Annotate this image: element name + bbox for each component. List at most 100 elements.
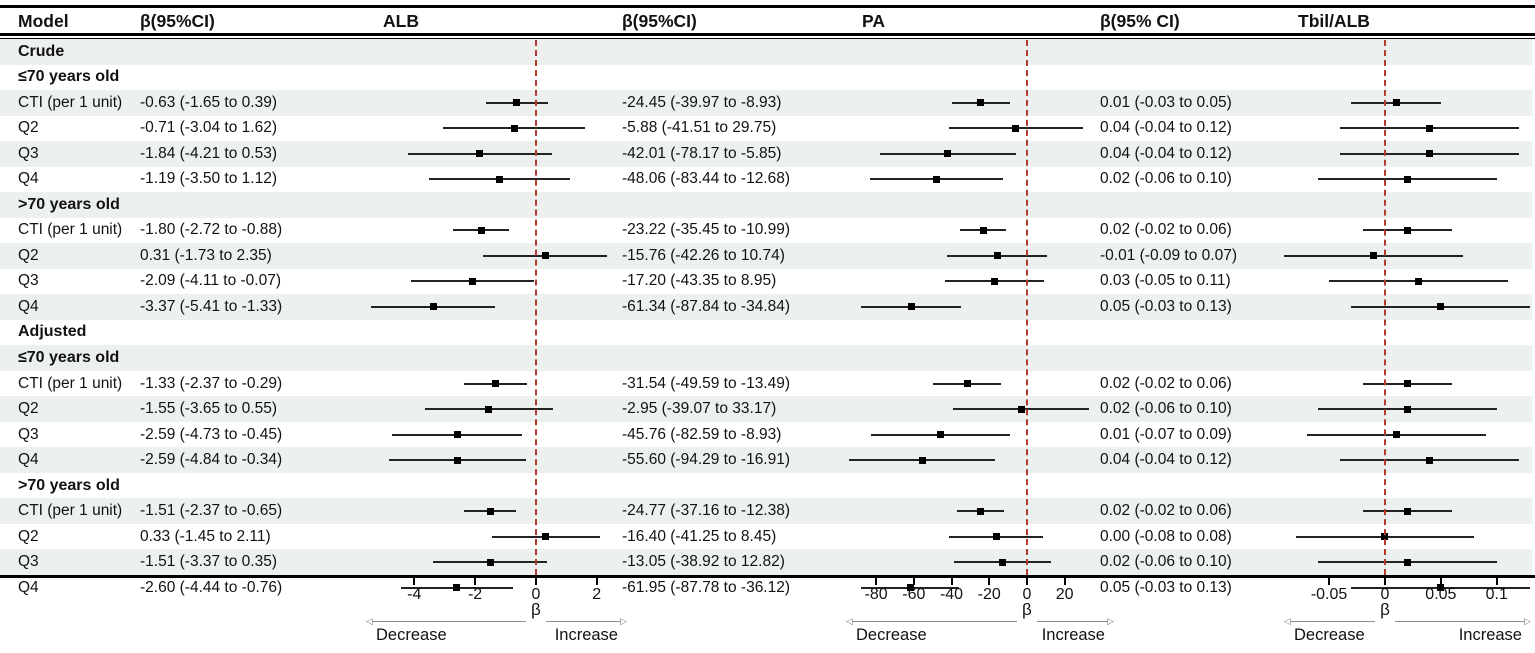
axis-tick-label-alb: 0 xyxy=(531,586,541,603)
axis-tick-alb xyxy=(413,578,416,585)
beta-ci-text-pa: -61.34 (-87.84 to -34.84) xyxy=(622,297,791,315)
increase-label-alb: Increase xyxy=(554,626,618,644)
beta-ci-text-alb: -1.19 (-3.50 to 1.12) xyxy=(140,170,277,188)
section-label: >70 years old xyxy=(18,476,120,494)
axis-tick-pa xyxy=(950,578,953,585)
beta-ci-text-pa: -2.95 (-39.07 to 33.17) xyxy=(622,400,777,418)
forest-marker-alb xyxy=(510,124,518,132)
forest-marker-pa xyxy=(1017,405,1025,413)
forest-marker-tbil xyxy=(1415,277,1422,285)
beta-ci-text-alb: -3.37 (-5.41 to -1.33) xyxy=(140,297,283,315)
section-label: >70 years old xyxy=(18,195,120,213)
forest-marker-tbil xyxy=(1403,175,1411,183)
forest-marker-alb xyxy=(542,533,550,541)
beta-ci-text-alb: -2.09 (-4.11 to -0.07) xyxy=(140,272,282,290)
forest-marker-pa xyxy=(993,252,1001,260)
axis-tick-alb xyxy=(595,578,598,585)
axis-tick-pa xyxy=(1025,578,1028,585)
table-bottom-border xyxy=(0,575,1535,578)
column-header-tbil-alb: Tbil/ALB xyxy=(1298,11,1370,31)
forest-marker-tbil xyxy=(1403,558,1411,566)
forest-marker-tbil xyxy=(1403,226,1411,234)
increase-label-tbil: Increase xyxy=(1458,626,1522,644)
beta-ci-text-pa: -15.76 (-42.26 to 10.74) xyxy=(622,246,785,264)
row-label: Q4 xyxy=(18,170,39,188)
column-header-pa: PA xyxy=(862,11,886,31)
table-row: Q2 -0.71 (-3.04 to 1.62) -5.88 (-41.51 to … xyxy=(0,116,1532,142)
section-label: Adjusted xyxy=(18,323,87,341)
section-label: Crude xyxy=(18,42,65,60)
beta-ci-text-alb: -1.51 (-2.37 to -0.65) xyxy=(140,502,283,520)
beta-ci-text-tbil: 0.04 (-0.04 to 0.12) xyxy=(1100,119,1232,137)
beta-ci-text-pa: -24.45 (-39.97 to -8.93) xyxy=(622,93,782,111)
row-label: CTI (per 1 unit) xyxy=(18,93,123,111)
forest-marker-alb xyxy=(453,456,461,464)
table-row: ≤70 years old xyxy=(0,345,1532,371)
forest-marker-alb xyxy=(429,303,437,311)
decrease-label-pa: Decrease xyxy=(856,626,927,644)
table-row: Crude xyxy=(0,39,1532,65)
forest-marker-alb xyxy=(468,277,476,285)
arrow-line-right-pa xyxy=(1036,621,1108,622)
axis-tick-tbil xyxy=(1495,578,1498,585)
axis-tick-alb xyxy=(474,578,477,585)
table-row: Q4 -3.37 (-5.41 to -1.33) -61.34 (-87.84 t… xyxy=(0,294,1532,320)
arrow-line-right-alb xyxy=(545,621,621,622)
beta-ci-text-pa: -55.60 (-94.29 to -16.91) xyxy=(622,451,791,469)
beta-ci-text-tbil: 0.02 (-0.02 to 0.06) xyxy=(1100,221,1232,239)
axis-tick-label-pa: -60 xyxy=(902,586,926,603)
axis-tick-label-tbil: 0.05 xyxy=(1425,586,1457,603)
table-row: Q3 -2.59 (-4.73 to -0.45) -45.76 (-82.59 t… xyxy=(0,422,1532,448)
table-row: CTI (per 1 unit) -0.63 (-1.65 to 0.39) -24… xyxy=(0,90,1532,116)
beta-ci-text-pa: -48.06 (-83.44 to -12.68) xyxy=(622,170,791,188)
forest-marker-pa xyxy=(1012,124,1020,132)
table-row: Q4 -2.60 (-4.44 to -0.76) -61.95 (-87.78 t… xyxy=(0,575,1532,601)
beta-axis-label-tbil: β xyxy=(1380,600,1390,619)
arrowhead-left-icon-tbil: ◁ xyxy=(1284,616,1291,626)
forest-marker-alb xyxy=(485,405,493,413)
forest-marker-pa xyxy=(937,431,945,439)
forest-marker-pa xyxy=(977,99,985,107)
table-row: Q2 0.31 (-1.73 to 2.35) -15.76 (-42.26 to … xyxy=(0,243,1532,269)
row-label: Q3 xyxy=(18,272,39,290)
forest-marker-tbil xyxy=(1426,150,1434,158)
beta-ci-text-pa: -16.40 (-41.25 to 8.45) xyxy=(622,527,777,545)
increase-label-pa: Increase xyxy=(1041,626,1105,644)
column-header-alb: ALB xyxy=(383,11,419,31)
beta-ci-text-pa: -5.88 (-41.51 to 29.75) xyxy=(622,119,777,137)
forest-marker-tbil xyxy=(1437,584,1445,592)
row-label: Q2 xyxy=(18,246,39,264)
forest-marker-tbil xyxy=(1392,99,1400,107)
forest-marker-pa xyxy=(932,175,940,183)
axis-tick-tbil xyxy=(1328,578,1331,585)
row-label: Q2 xyxy=(18,119,39,137)
axis-tick-label-pa: 0 xyxy=(1022,586,1032,603)
beta-ci-text-tbil: 0.02 (-0.02 to 0.06) xyxy=(1100,502,1232,520)
beta-axis-label-pa: β xyxy=(1022,600,1032,619)
axis-tick-label-pa: -80 xyxy=(864,586,888,603)
beta-ci-text-alb: -1.33 (-2.37 to -0.29) xyxy=(140,374,283,392)
axis-tick-label-pa: 20 xyxy=(1055,586,1074,603)
beta-ci-text-alb: -1.84 (-4.21 to 0.53) xyxy=(140,144,277,162)
arrowhead-right-icon-pa: ▷ xyxy=(1107,616,1114,626)
column-header-model: Model xyxy=(18,11,69,31)
axis-tick-pa xyxy=(912,578,915,585)
forest-marker-tbil xyxy=(1426,456,1434,464)
forest-marker-alb xyxy=(486,507,494,515)
forest-marker-tbil xyxy=(1403,405,1411,413)
table-row: >70 years old xyxy=(0,192,1532,218)
row-label: CTI (per 1 unit) xyxy=(18,374,123,392)
forest-marker-tbil xyxy=(1370,252,1378,260)
axis-tick-label-tbil: 0.1 xyxy=(1485,586,1508,603)
beta-ci-text-tbil: -0.01 (-0.09 to 0.07) xyxy=(1100,246,1237,264)
beta-ci-text-alb: -0.71 (-3.04 to 1.62) xyxy=(140,119,277,137)
axis-tick-label-alb: -4 xyxy=(407,586,422,603)
row-label: Q4 xyxy=(18,297,39,315)
row-label: CTI (per 1 unit) xyxy=(18,502,123,520)
forest-marker-alb xyxy=(453,584,461,592)
arrowhead-left-icon-alb: ◁ xyxy=(366,616,373,626)
axis-tick-pa xyxy=(1063,578,1066,585)
axis-tick-label-alb: 2 xyxy=(592,586,602,603)
beta-ci-text-alb: -0.63 (-1.65 to 0.39) xyxy=(140,93,277,111)
table-row: Q3 -1.51 (-3.37 to 0.35) -13.05 (-38.92 to… xyxy=(0,549,1532,575)
